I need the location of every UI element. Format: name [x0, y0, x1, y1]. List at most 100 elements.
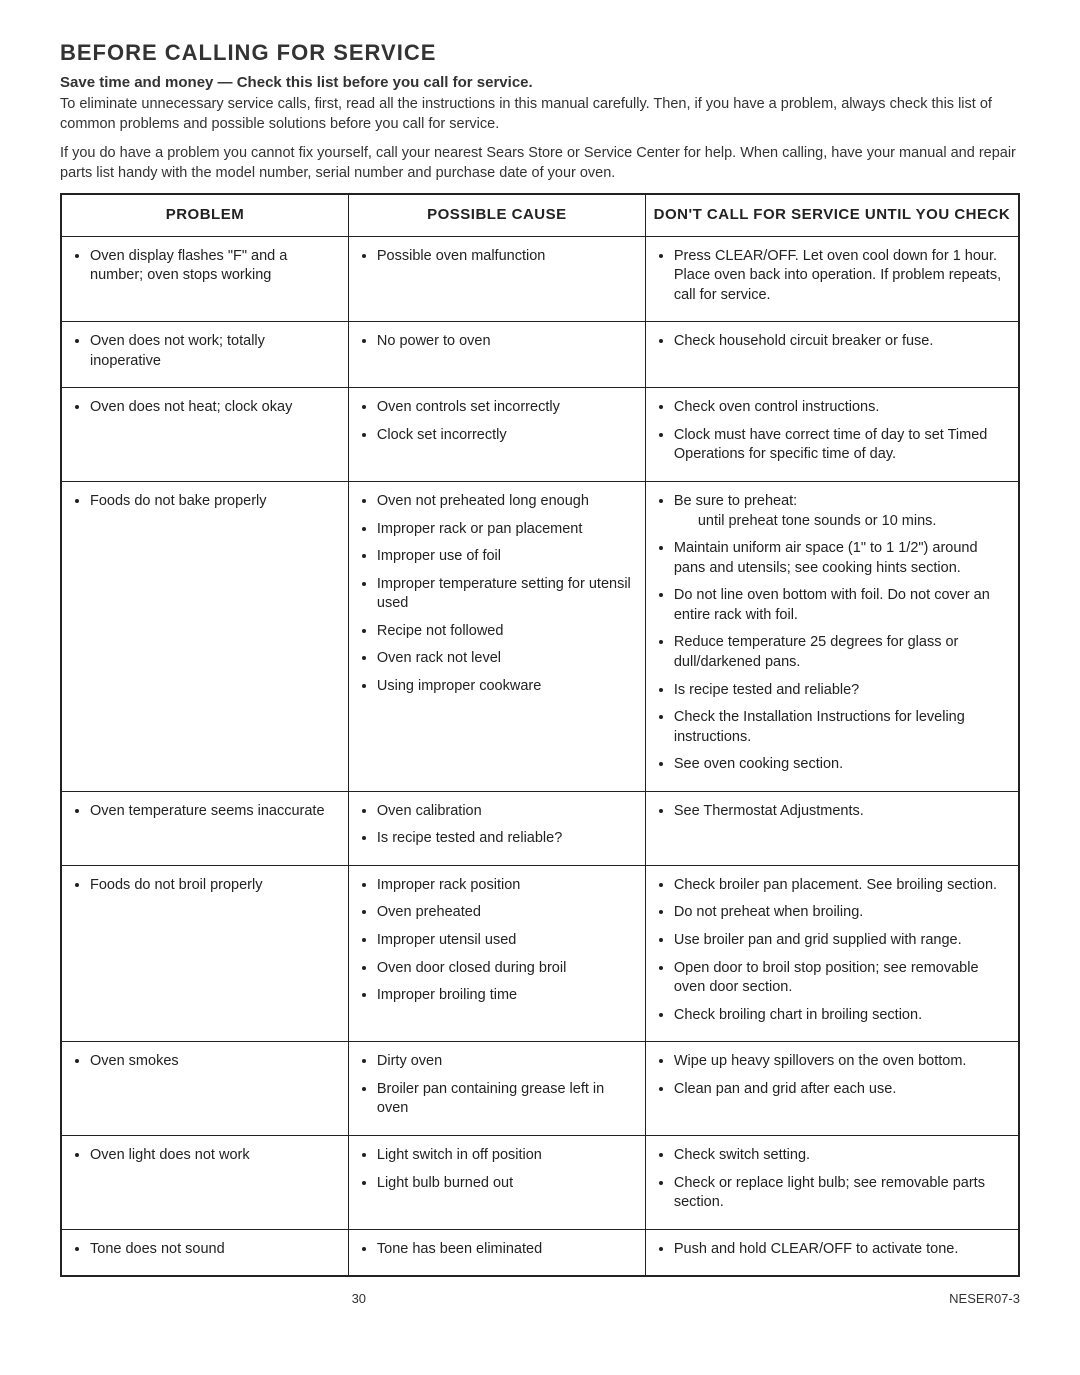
list-item: Oven calibration [377, 802, 635, 822]
table-row: Oven display flashes "F" and a number; o… [61, 236, 1019, 322]
cell-cause: Oven calibration Is recipe tested and rel… [348, 791, 645, 865]
list-item: Light bulb burned out [377, 1174, 635, 1194]
problem-list: Oven display flashes "F" and a number; o… [72, 247, 338, 286]
problem-list: Tone does not sound [72, 1240, 338, 1260]
list-item: Use broiler pan and grid supplied with r… [674, 931, 1008, 951]
cell-check: Be sure to preheat:until preheat tone so… [645, 482, 1019, 792]
list-item: Foods do not broil properly [90, 876, 338, 896]
list-item: Tone has been eliminated [377, 1240, 635, 1260]
check-list: See Thermostat Adjustments. [656, 802, 1008, 822]
page-footer: 30 NESER07-3 [60, 1291, 1020, 1306]
list-item: Is recipe tested and reliable? [674, 681, 1008, 701]
list-item: Open door to broil stop position; see re… [674, 959, 1008, 998]
list-item: Improper rack or pan placement [377, 520, 635, 540]
col-header-check: DON'T CALL FOR SERVICE UNTIL YOU CHECK [645, 194, 1019, 236]
list-item: Reduce temperature 25 degrees for glass … [674, 633, 1008, 672]
list-item: Foods do not bake properly [90, 492, 338, 512]
list-item: Check the Installation Instructions for … [674, 708, 1008, 747]
table-header-row: PROBLEM POSSIBLE CAUSE DON'T CALL FOR SE… [61, 194, 1019, 236]
list-item: Oven light does not work [90, 1146, 338, 1166]
check-list: Wipe up heavy spillovers on the oven bot… [656, 1052, 1008, 1099]
check-list: Push and hold CLEAR/OFF to activate tone… [656, 1240, 1008, 1260]
list-item: Oven temperature seems inaccurate [90, 802, 338, 822]
doc-code: NESER07-3 [949, 1291, 1020, 1306]
page-heading: BEFORE CALLING FOR SERVICE [60, 40, 1020, 66]
cell-cause: Oven not preheated long enough Improper r… [348, 482, 645, 792]
cell-cause: Possible oven malfunction [348, 236, 645, 322]
list-item: Oven door closed during broil [377, 959, 635, 979]
cause-list: Improper rack positionOven preheatedImpr… [359, 876, 635, 1006]
cell-problem: Oven does not heat; clock okay [61, 388, 348, 482]
list-item: Clock set incorrectly [377, 426, 635, 446]
cause-list: No power to oven [359, 332, 635, 352]
list-item: Oven controls set incorrectly [377, 398, 635, 418]
problem-list: Oven does not heat; clock okay [72, 398, 338, 418]
cell-problem: Foods do not broil properly [61, 865, 348, 1041]
cell-check: Check oven control instructions.Clock mu… [645, 388, 1019, 482]
list-item: Check oven control instructions. [674, 398, 1008, 418]
cell-check: Press CLEAR/OFF. Let oven cool down for … [645, 236, 1019, 322]
list-item: Dirty oven [377, 1052, 635, 1072]
list-item: Tone does not sound [90, 1240, 338, 1260]
list-item: Do not preheat when broiling. [674, 903, 1008, 923]
list-item: Maintain uniform air space (1" to 1 1/2"… [674, 539, 1008, 578]
cell-problem: Tone does not sound [61, 1229, 348, 1276]
cell-problem: Oven light does not work [61, 1135, 348, 1229]
list-item: Recipe not followed [377, 622, 635, 642]
cell-cause: Light switch in off positionLight bulb b… [348, 1135, 645, 1229]
list-item: Is recipe tested and reliable? [377, 829, 635, 849]
problem-list: Oven light does not work [72, 1146, 338, 1166]
list-item: Check or replace light bulb; see removab… [674, 1174, 1008, 1213]
cell-problem: Foods do not bake properly [61, 482, 348, 792]
list-item: Using improper cookware [377, 677, 635, 697]
table-row: Oven does not work; totally inoperative N… [61, 322, 1019, 388]
cell-problem: Oven display flashes "F" and a number; o… [61, 236, 348, 322]
list-item: See oven cooking section. [674, 755, 1008, 775]
list-item: Improper use of foil [377, 547, 635, 567]
col-header-cause: POSSIBLE CAUSE [348, 194, 645, 236]
intro-paragraph-2: If you do have a problem you cannot fix … [60, 144, 1020, 183]
check-list: Be sure to preheat:until preheat tone so… [656, 492, 1008, 775]
cell-check: Wipe up heavy spillovers on the oven bot… [645, 1042, 1019, 1136]
check-list: Press CLEAR/OFF. Let oven cool down for … [656, 247, 1008, 306]
list-item: Oven rack not level [377, 649, 635, 669]
list-item: Check switch setting. [674, 1146, 1008, 1166]
list-item: Check broiler pan placement. See broilin… [674, 876, 1008, 896]
cell-check: Push and hold CLEAR/OFF to activate tone… [645, 1229, 1019, 1276]
list-item: Push and hold CLEAR/OFF to activate tone… [674, 1240, 1008, 1260]
cause-list: Dirty oven Broiler pan containing grease … [359, 1052, 635, 1119]
cell-problem: Oven smokes [61, 1042, 348, 1136]
troubleshooting-table: PROBLEM POSSIBLE CAUSE DON'T CALL FOR SE… [60, 193, 1020, 1277]
list-item: No power to oven [377, 332, 635, 352]
cell-check: Check household circuit breaker or fuse. [645, 322, 1019, 388]
problem-list: Foods do not broil properly [72, 876, 338, 896]
list-item: Press CLEAR/OFF. Let oven cool down for … [674, 247, 1008, 306]
list-item: Improper utensil used [377, 931, 635, 951]
list-item: Be sure to preheat:until preheat tone so… [674, 492, 1008, 531]
problem-list: Foods do not bake properly [72, 492, 338, 512]
cause-list: Possible oven malfunction [359, 247, 635, 267]
table-row: Oven light does not work Light switch in … [61, 1135, 1019, 1229]
list-item: See Thermostat Adjustments. [674, 802, 1008, 822]
list-item: Check broiling chart in broiling section… [674, 1006, 1008, 1026]
list-item: Broiler pan containing grease left in ov… [377, 1080, 635, 1119]
check-list: Check broiler pan placement. See broilin… [656, 876, 1008, 1025]
sub-heading: Save time and money — Check this list be… [60, 74, 1020, 91]
col-header-problem: PROBLEM [61, 194, 348, 236]
cell-cause: Tone has been eliminated [348, 1229, 645, 1276]
cause-list: Tone has been eliminated [359, 1240, 635, 1260]
list-item: Oven does not work; totally inoperative [90, 332, 338, 371]
list-item-sub: until preheat tone sounds or 10 mins. [674, 512, 1008, 532]
page-number: 30 [352, 1291, 366, 1306]
table-row: Foods do not bake properly Oven not prehe… [61, 482, 1019, 792]
cell-cause: Dirty oven Broiler pan containing grease … [348, 1042, 645, 1136]
cause-list: Light switch in off positionLight bulb b… [359, 1146, 635, 1193]
problem-list: Oven smokes [72, 1052, 338, 1072]
list-item: Wipe up heavy spillovers on the oven bot… [674, 1052, 1008, 1072]
table-row: Oven smokes Dirty oven Broiler pan contain… [61, 1042, 1019, 1136]
table-row: Foods do not broil properly Improper rack… [61, 865, 1019, 1041]
list-item: Oven not preheated long enough [377, 492, 635, 512]
list-item: Do not line oven bottom with foil. Do no… [674, 586, 1008, 625]
cell-problem: Oven does not work; totally inoperative [61, 322, 348, 388]
check-list: Check oven control instructions.Clock mu… [656, 398, 1008, 465]
